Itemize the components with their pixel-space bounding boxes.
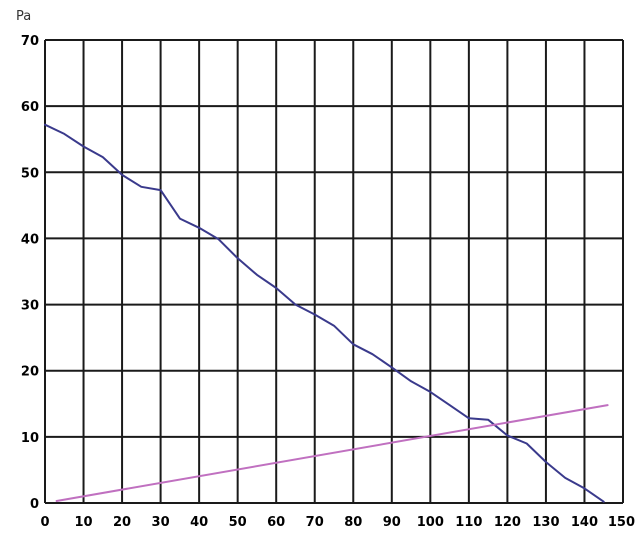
x-tick-label-4: 40 [190, 515, 208, 530]
y-tick-label-5: 50 [21, 166, 39, 181]
y-tick-label-0: 0 [30, 497, 39, 512]
y-tick-label-6: 60 [21, 100, 39, 115]
x-tick-label-15: 150 [608, 515, 635, 530]
x-tick-label-2: 20 [113, 515, 131, 530]
x-tick-label-7: 70 [306, 515, 324, 530]
x-tick-label-1: 10 [74, 515, 92, 530]
x-tick-label-9: 90 [383, 515, 401, 530]
y-tick-label-2: 20 [21, 365, 39, 380]
x-tick-label-6: 60 [267, 515, 285, 530]
series-line-0 [44, 123, 605, 503]
x-tick-label-0: 0 [40, 515, 49, 530]
series-line-1 [55, 404, 609, 502]
y-tick-label-4: 40 [21, 232, 39, 247]
x-tick-label-14: 140 [571, 515, 598, 530]
chart-series [44, 123, 609, 503]
x-tick-label-12: 120 [494, 515, 521, 530]
y-tick-label-7: 70 [21, 34, 39, 49]
y-axis-ticks: 0 10 20 30 40 50 60 70 [21, 34, 39, 512]
y-tick-label-3: 30 [21, 299, 39, 314]
x-tick-label-5: 50 [229, 515, 247, 530]
x-tick-label-13: 130 [532, 515, 559, 530]
x-axis-ticks: 0 10 20 30 40 50 60 70 80 90 100 110 120 130 140 150 [40, 515, 635, 530]
x-tick-label-10: 100 [417, 515, 444, 530]
chart-grid [44, 39, 624, 504]
y-axis-unit-label: Pa [16, 9, 31, 24]
y-tick-label-1: 10 [21, 431, 39, 446]
x-tick-label-3: 30 [152, 515, 170, 530]
x-tick-label-8: 80 [344, 515, 362, 530]
x-tick-label-11: 110 [455, 515, 482, 530]
